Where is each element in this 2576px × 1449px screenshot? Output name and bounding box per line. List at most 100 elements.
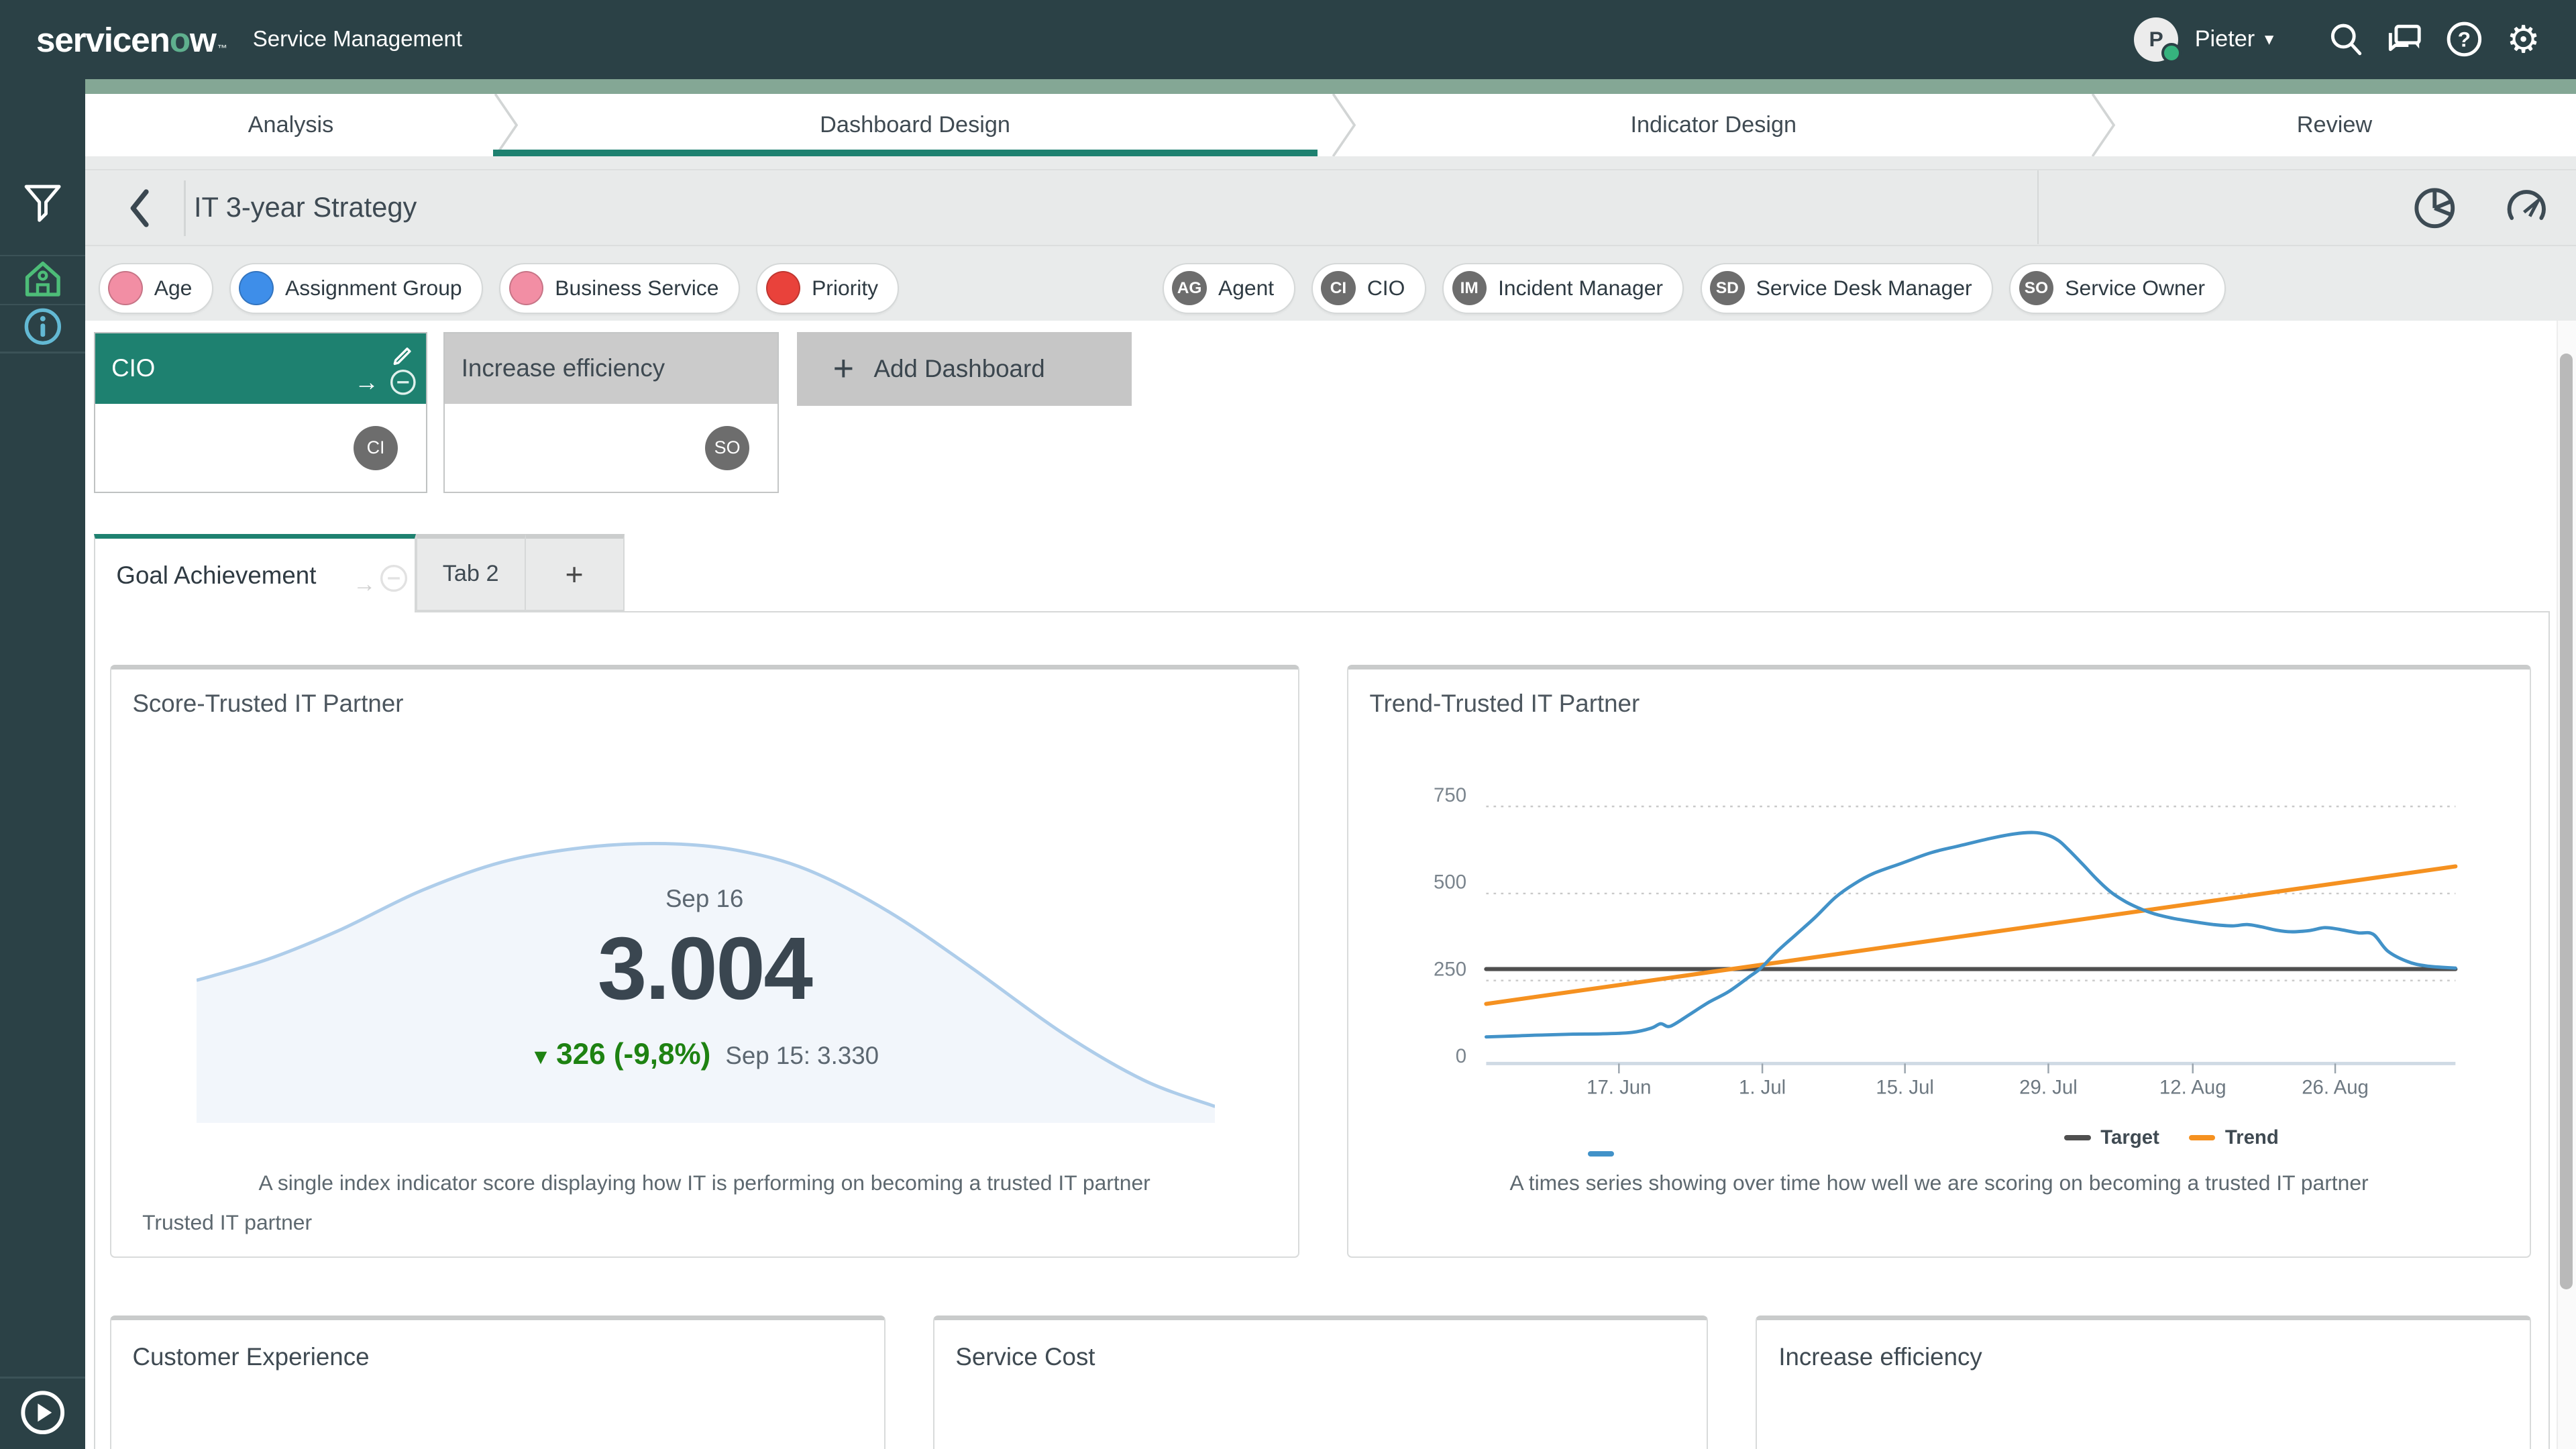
filter-icon[interactable] — [0, 176, 85, 231]
user-menu[interactable]: Pieter — [2194, 26, 2255, 52]
widget-description: A times series showing over time how wel… — [1509, 1171, 2369, 1195]
widget-customer-experience[interactable]: Customer Experience — [109, 1316, 885, 1449]
chevron-down-icon[interactable]: ▾ — [2264, 29, 2274, 50]
svg-text:1. Jul: 1. Jul — [1739, 1076, 1786, 1098]
play-icon[interactable] — [0, 1385, 85, 1440]
remove-circle-icon[interactable] — [379, 564, 409, 593]
role-chip-service-owner[interactable]: SO Service Owner — [2009, 262, 2226, 314]
role-badge: SO — [705, 425, 750, 470]
add-tab-button[interactable]: + — [525, 533, 625, 611]
dashboard-card-header: Increase efficiency — [445, 333, 777, 404]
filter-chip-priority[interactable]: Priority — [756, 262, 900, 314]
color-dot — [765, 271, 800, 306]
sidebar-divider — [0, 304, 86, 306]
sidebar-divider — [0, 1377, 86, 1379]
arrow-right-icon[interactable]: → — [353, 571, 376, 597]
dashboard-card-header: CIO → — [95, 333, 426, 404]
active-step-underline — [492, 149, 1318, 156]
workflow-step-review[interactable]: Review — [2296, 111, 2373, 138]
svg-text:?: ? — [2458, 28, 2471, 52]
app-title: Service Management — [252, 26, 463, 52]
trend-line-chart: 750 500 250 0 17. Jun 1. Jul 15. Jul 29. Jul 12.… — [1434, 784, 2458, 1098]
back-button[interactable] — [112, 184, 168, 233]
info-icon[interactable] — [0, 299, 85, 355]
arrow-right-icon[interactable]: → — [354, 368, 379, 396]
widget-title: Score-Trusted IT Partner — [132, 689, 404, 717]
svg-text:500: 500 — [1434, 871, 1466, 893]
trend-widget[interactable]: Trend-Trusted IT Partner 750 500 250 0 17. J… — [1346, 665, 2532, 1258]
svg-text:17. Jun: 17. Jun — [1587, 1076, 1651, 1098]
widget-title: Trend-Trusted IT Partner — [1369, 689, 1640, 717]
dashboard-card-cio[interactable]: CIO → CI — [93, 331, 427, 493]
svg-text:750: 750 — [1434, 784, 1466, 806]
delta-value: ▼ 326 (-9,8%) — [530, 1037, 711, 1071]
left-sidebar — [0, 78, 86, 1449]
plus-icon: + — [833, 347, 855, 388]
role-badge: CI — [353, 425, 398, 470]
pie-chart-icon[interactable] — [2408, 182, 2461, 234]
chat-icon[interactable] — [2375, 0, 2434, 79]
tab-goal-achievement[interactable]: Goal Achievement → — [93, 533, 416, 613]
accent-strip — [85, 78, 2576, 94]
color-dot — [108, 271, 143, 306]
workflow-step-indicator-design[interactable]: Indicator Design — [1630, 111, 1797, 138]
filter-chip-assignment-group[interactable]: Assignment Group — [229, 262, 483, 314]
widget-service-cost[interactable]: Service Cost — [932, 1316, 1709, 1449]
chart-legend: Target Trend — [2064, 1126, 2279, 1149]
filter-chip-business-service[interactable]: Business Service — [499, 262, 740, 314]
filter-chip-age[interactable]: Age — [98, 262, 213, 314]
score-delta-row: ▼ 326 (-9,8%) Sep 15: 3.330 — [111, 1038, 1298, 1071]
chevron-separator-icon — [1332, 93, 1356, 156]
role-chip-agent[interactable]: AG Agent — [1163, 262, 1295, 314]
divider — [184, 180, 186, 237]
svg-text:29. Jul: 29. Jul — [2019, 1076, 2078, 1098]
remove-circle-icon[interactable] — [388, 368, 417, 397]
gauge-icon[interactable] — [2500, 182, 2553, 234]
widget-title: Service Cost — [955, 1343, 1095, 1371]
role-chip-incident-manager[interactable]: IM Incident Manager — [1442, 262, 1684, 314]
help-icon[interactable]: ? — [2434, 0, 2493, 79]
workflow-step-analysis[interactable]: Analysis — [248, 111, 334, 138]
dashboard-card-increase-efficiency[interactable]: Increase efficiency SO — [443, 331, 779, 493]
score-widget[interactable]: Score-Trusted IT Partner Sep 16 3.004 ▼ 3… — [109, 665, 1299, 1258]
color-dot — [239, 271, 274, 306]
edit-icon[interactable] — [386, 339, 416, 369]
legend-swatch — [1588, 1150, 1615, 1157]
role-chip-group: AG Agent CI CIO IM Incident Manager SD S… — [1163, 262, 2226, 314]
svg-text:26. Aug: 26. Aug — [2302, 1076, 2369, 1098]
add-dashboard-button[interactable]: + Add Dashboard — [796, 331, 1132, 406]
filter-chip-group: Age Assignment Group Business Service Pr… — [98, 262, 900, 314]
widget-increase-efficiency[interactable]: Increase efficiency — [1756, 1316, 2532, 1449]
gear-icon[interactable]: ⚙ — [2506, 17, 2540, 60]
servicenow-logo: servicenow ™ — [36, 19, 227, 59]
widget-title: Increase efficiency — [1778, 1343, 1982, 1371]
legend-score-series — [1588, 1138, 1624, 1167]
workflow-step-dashboard-design[interactable]: Dashboard Design — [820, 111, 1010, 138]
sidebar-divider — [0, 254, 86, 257]
triangle-down-icon: ▼ — [530, 1044, 551, 1069]
widget-description: A single index indicator score displayin… — [258, 1171, 1150, 1195]
legend-item-target: Target — [2064, 1126, 2159, 1149]
vertical-scrollbar-thumb[interactable] — [2559, 353, 2573, 1290]
search-icon[interactable] — [2316, 0, 2375, 79]
dashboard-title-bar: IT 3-year Strategy — [85, 169, 2576, 247]
widget-title: Customer Experience — [132, 1343, 370, 1371]
role-chip-cio[interactable]: CI CIO — [1311, 262, 1426, 314]
chevron-separator-icon — [494, 93, 519, 156]
tab-content-panel: Score-Trusted IT Partner Sep 16 3.004 ▼ 3… — [93, 611, 2550, 1449]
previous-score: Sep 15: 3.330 — [725, 1041, 879, 1069]
role-chip-service-desk-manager[interactable]: SD Service Desk Manager — [1700, 262, 1993, 314]
svg-text:12. Aug: 12. Aug — [2159, 1076, 2226, 1098]
tab-2[interactable]: Tab 2 — [415, 533, 526, 611]
sidebar-divider — [0, 352, 86, 354]
avatar[interactable]: P — [2134, 17, 2182, 64]
svg-text:15. Jul: 15. Jul — [1876, 1076, 1934, 1098]
chevron-separator-icon — [2091, 93, 2115, 156]
divider — [2037, 170, 2039, 245]
online-status-dot — [2161, 43, 2182, 64]
legend-swatch — [2064, 1134, 2091, 1141]
indicator-name: Trusted IT partner — [142, 1210, 313, 1235]
score-value: 3.004 — [597, 919, 813, 1019]
home-icon[interactable] — [0, 252, 85, 307]
